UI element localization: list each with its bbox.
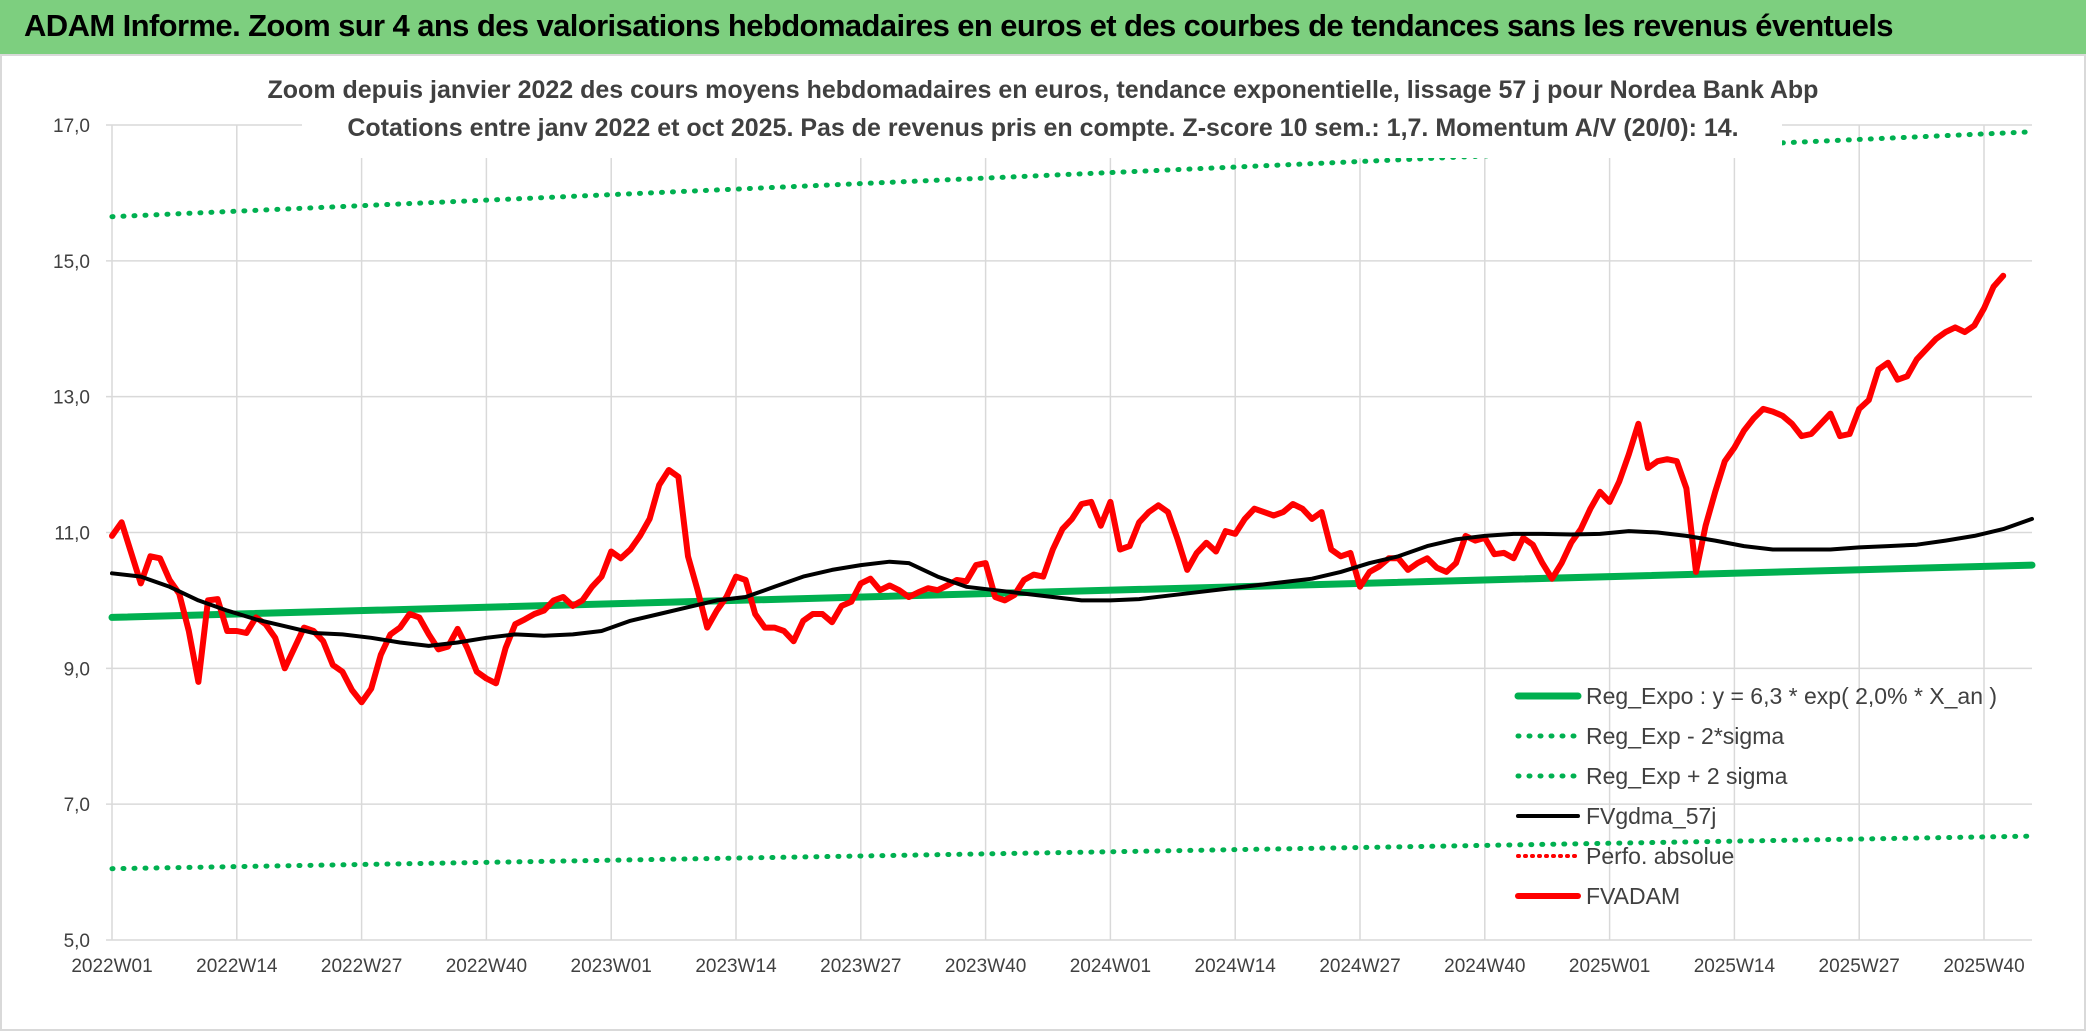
series-line-fvgdma-57j bbox=[110, 516, 2034, 648]
legend-label: Perfo. absolue bbox=[1586, 843, 1734, 869]
chart-title: Zoom depuis janvier 2022 des cours moyen… bbox=[268, 62, 1819, 158]
y-tick-label: 9,0 bbox=[64, 659, 90, 680]
x-tick-label: 2024W01 bbox=[1070, 956, 1151, 977]
legend-label: FVADAM bbox=[1586, 883, 1680, 909]
x-tick-label: 2025W01 bbox=[1569, 956, 1650, 977]
gridlines bbox=[106, 124, 2032, 941]
series-line-reg-expo-y-6-3-exp-2-0-x-an bbox=[108, 561, 2036, 621]
chart-area: 5,0 7,0 9,0 11,0 13,0 15,0 17,0 2022W01 2022W14 2… bbox=[0, 54, 2086, 1031]
y-tick-label: 5,0 bbox=[64, 931, 90, 952]
chart-title-line: Zoom depuis janvier 2022 des cours moyen… bbox=[268, 76, 1819, 104]
report-title: ADAM Informe. Zoom sur 4 ans des valoris… bbox=[24, 8, 1894, 43]
x-tick-label: 2023W27 bbox=[820, 956, 901, 977]
chart-title-line: Cotations entre janv 2022 et oct 2025. P… bbox=[347, 114, 1738, 142]
x-tick-label: 2023W14 bbox=[695, 956, 777, 977]
x-tick-label: 2025W40 bbox=[1943, 956, 2024, 977]
x-tick-label: 2024W40 bbox=[1444, 956, 1525, 977]
y-tick-label: 7,0 bbox=[64, 795, 90, 816]
legend-label: Reg_Exp + 2 sigma bbox=[1586, 763, 1788, 789]
line-chart: 5,0 7,0 9,0 11,0 13,0 15,0 17,0 2022W01 2022W14 2… bbox=[53, 62, 2036, 977]
legend-label: Reg_Exp - 2*sigma bbox=[1586, 723, 1784, 749]
y-tick-label: 15,0 bbox=[53, 252, 90, 273]
x-tick-label: 2024W27 bbox=[1319, 956, 1400, 977]
series-line-reg-exp-2-sigma bbox=[109, 833, 2035, 872]
series-lines bbox=[108, 129, 2036, 872]
x-tick-label: 2025W14 bbox=[1694, 956, 1776, 977]
x-tick-label: 2022W40 bbox=[446, 956, 527, 977]
y-tick-label: 11,0 bbox=[54, 524, 90, 545]
y-tick-label: 13,0 bbox=[53, 388, 90, 409]
series-line-reg-exp-2-sigma bbox=[109, 129, 2035, 220]
report-banner: ADAM Informe. Zoom sur 4 ans des valoris… bbox=[0, 0, 2086, 54]
x-tick-label: 2022W27 bbox=[321, 956, 402, 977]
series-line-fvadam bbox=[109, 272, 2007, 706]
title-background bbox=[302, 62, 1782, 158]
chart-legend: Reg_Expo : y = 6,3 * exp( 2,0% * X_an ) R… bbox=[1514, 683, 1997, 909]
x-tick-label: 2022W14 bbox=[196, 956, 278, 977]
x-tick-label: 2023W01 bbox=[571, 956, 652, 977]
legend-label: FVgdma_57j bbox=[1586, 803, 1716, 829]
axes: 5,0 7,0 9,0 11,0 13,0 15,0 17,0 2022W01 2022W14 2… bbox=[53, 116, 2025, 977]
y-tick-label: 17,0 bbox=[53, 116, 90, 137]
x-tick-label: 2023W40 bbox=[945, 956, 1026, 977]
x-tick-label: 2022W01 bbox=[71, 956, 152, 977]
x-tick-label: 2025W27 bbox=[1819, 956, 1900, 977]
x-tick-label: 2024W14 bbox=[1195, 956, 1277, 977]
legend-label: Reg_Expo : y = 6,3 * exp( 2,0% * X_an ) bbox=[1586, 683, 1997, 709]
